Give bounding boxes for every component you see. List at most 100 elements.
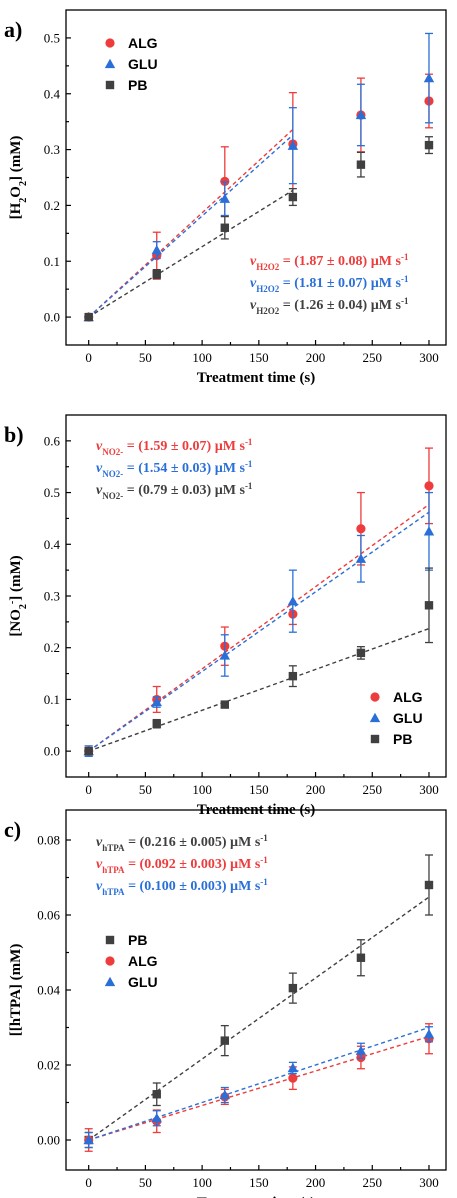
chart-panel-1: a) 0 50 100 150 200 250 300 0.0 0.1 0.2 0.3 0.4 0.5 Tr… — [4, 9, 447, 386]
y-tick-label: 0.04 — [37, 983, 60, 998]
legend-marker — [104, 58, 116, 69]
data-point — [355, 553, 367, 563]
y-tick-label: 0.00 — [37, 1133, 60, 1148]
x-tick-label: 250 — [363, 1175, 383, 1190]
y-tick-label: 0.08 — [37, 833, 60, 848]
y-tick-label: 0.4 — [44, 537, 61, 552]
x-tick-label: 0 — [85, 350, 92, 365]
data-point — [424, 481, 434, 491]
y-tick-label: 0.3 — [44, 589, 60, 604]
data-point — [287, 1062, 299, 1073]
data-point — [423, 1029, 435, 1039]
x-tick-label: 100 — [192, 350, 212, 365]
legend-label: PB — [393, 731, 412, 747]
legend-label: GLU — [128, 974, 158, 990]
fit-line — [88, 134, 294, 318]
legend-marker — [369, 712, 381, 723]
rate-annotation: vhTPA = (0.216 ± 0.005) µM s-1 — [96, 833, 268, 853]
plot-frame — [65, 9, 447, 346]
rate-annotation: vNO2- = (1.59 ± 0.07) µM s-1 — [96, 437, 253, 457]
data-point — [220, 700, 230, 709]
data-point — [288, 671, 298, 681]
panel-letter: c) — [4, 817, 21, 842]
data-point — [287, 140, 299, 150]
data-point — [84, 312, 93, 322]
data-point — [151, 1113, 162, 1123]
x-tick-label: 300 — [419, 782, 439, 797]
rate-annotation: vH2O2 = (1.26 ± 0.04) µM s-1 — [250, 296, 409, 316]
y-tick-label: 0.02 — [37, 1058, 60, 1073]
x-axis-label: Treatment time (s) — [197, 370, 316, 386]
chart-panel-2: b) 0 50 100 150 200 250 300 0.0 0.1 0.2 0.3 0.4 0.5 0.… — [4, 414, 447, 818]
panel-letter: a) — [4, 17, 22, 42]
data-point — [288, 192, 298, 202]
data-point — [424, 601, 434, 610]
rate-annotation: vH2O2 = (1.87 ± 0.08) µM s-1 — [250, 252, 409, 272]
y-tick-label: 0.2 — [44, 640, 60, 655]
series-pb — [84, 136, 434, 322]
data-point — [356, 524, 366, 534]
y-axis-label: [[hTPA] (mM) — [8, 944, 24, 1037]
data-point — [356, 953, 366, 962]
legend-label: PB — [128, 932, 147, 948]
x-tick-label: 50 — [139, 1175, 152, 1190]
x-tick-label: 150 — [249, 350, 269, 365]
x-tick-label: 150 — [249, 1175, 269, 1190]
x-tick-label: 0 — [85, 1175, 92, 1190]
legend-marker — [370, 734, 380, 744]
legend-marker — [105, 935, 115, 945]
data-point — [151, 696, 162, 707]
series-glu — [83, 1026, 435, 1149]
data-point — [424, 140, 434, 150]
y-tick-label: 0.0 — [44, 744, 60, 759]
x-tick-label: 200 — [306, 1175, 326, 1190]
legend-label: ALG — [128, 35, 158, 51]
y-axis-label: [H2O2] (mM) — [8, 136, 29, 220]
x-tick-label: 200 — [306, 350, 326, 365]
data-point — [219, 193, 231, 203]
fit-line — [88, 1026, 430, 1141]
data-point — [423, 526, 435, 536]
rate-annotation: vH2O2 = (1.81 ± 0.07) µM s-1 — [250, 274, 409, 294]
y-tick-label: 0.5 — [44, 485, 60, 500]
x-tick-label: 100 — [192, 782, 212, 797]
data-point — [152, 1090, 161, 1099]
panel-letter: b) — [4, 422, 24, 447]
data-point — [219, 1089, 231, 1100]
chart-panel-3: c) 0 50 100 150 200 250 300 0.00 0.02 0.04 0.06 0.08… — [4, 809, 447, 1198]
fit-line — [88, 189, 294, 318]
x-tick-label: 300 — [419, 1175, 439, 1190]
data-point — [220, 1036, 230, 1045]
legend-marker — [105, 956, 115, 966]
y-tick-label: 0.2 — [44, 198, 60, 213]
x-tick-label: 200 — [306, 782, 326, 797]
x-tick-label: 300 — [419, 350, 439, 365]
data-point — [151, 244, 162, 255]
fit-line — [88, 503, 430, 752]
data-point — [355, 1045, 367, 1055]
fit-line — [88, 1035, 430, 1141]
y-tick-label: 0.4 — [44, 86, 61, 101]
series-glu — [83, 491, 435, 757]
series-glu — [83, 32, 435, 322]
x-tick-label: 50 — [139, 350, 152, 365]
rate-annotation: vNO2- = (0.79 ± 0.03) µM s-1 — [96, 481, 253, 501]
data-point — [219, 650, 231, 660]
legend-label: ALG — [128, 953, 158, 969]
y-tick-label: 0.06 — [37, 908, 60, 923]
y-tick-label: 0.3 — [44, 142, 60, 157]
legend-label: GLU — [128, 56, 158, 72]
data-point — [287, 595, 299, 606]
data-point — [84, 746, 93, 756]
data-point — [152, 269, 161, 279]
y-tick-label: 0.6 — [44, 433, 61, 448]
y-axis-label: [NO2-] (mM) — [7, 555, 29, 636]
y-tick-label: 0.1 — [44, 692, 60, 707]
legend-label: PB — [128, 77, 147, 93]
rate-annotation: vhTPA = (0.100 ± 0.003) µM s-1 — [96, 877, 268, 897]
data-point — [152, 719, 161, 728]
x-tick-label: 250 — [363, 350, 383, 365]
fit-line — [88, 511, 430, 752]
x-tick-label: 250 — [363, 782, 383, 797]
data-point — [423, 72, 435, 83]
